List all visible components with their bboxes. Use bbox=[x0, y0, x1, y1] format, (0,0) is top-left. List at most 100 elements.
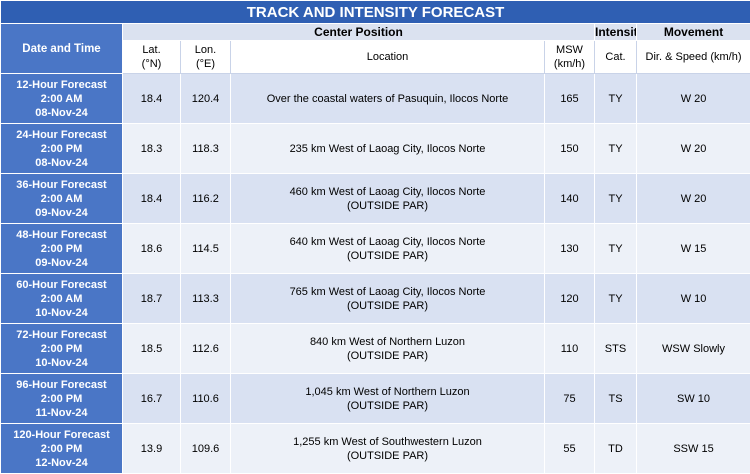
cat-cell: TS bbox=[595, 374, 637, 424]
table-row: 72-Hour Forecast 2:00 PM 10-Nov-24 18.5 … bbox=[1, 324, 750, 374]
forecast-date: 10-Nov-24 bbox=[1, 306, 122, 320]
lon-cell: 116.2 bbox=[181, 174, 231, 224]
forecast-period: 24-Hour Forecast bbox=[1, 128, 122, 142]
msw-header-line2: (km/h) bbox=[545, 57, 594, 71]
location-text: 640 km West of Laoag City, Ilocos Norte bbox=[231, 235, 544, 249]
movement-cell: WSW Slowly bbox=[637, 324, 750, 374]
forecast-date: 08-Nov-24 bbox=[1, 156, 122, 170]
forecast-period: 36-Hour Forecast bbox=[1, 178, 122, 192]
msw-cell: 120 bbox=[545, 274, 595, 324]
location-text: 460 km West of Laoag City, Ilocos Norte bbox=[231, 185, 544, 199]
forecast-date: 11-Nov-24 bbox=[1, 406, 122, 420]
movement-cell: SW 10 bbox=[637, 374, 750, 424]
forecast-datetime-cell: 120-Hour Forecast 2:00 PM 12-Nov-24 bbox=[1, 424, 123, 474]
lat-cell: 18.5 bbox=[123, 324, 181, 374]
location-text: 1,045 km West of Northern Luzon bbox=[231, 385, 544, 399]
location-note: (OUTSIDE PAR) bbox=[231, 249, 544, 263]
forecast-period: 96-Hour Forecast bbox=[1, 378, 122, 392]
forecast-datetime-cell: 36-Hour Forecast 2:00 AM 09-Nov-24 bbox=[1, 174, 123, 224]
lat-cell: 18.4 bbox=[123, 174, 181, 224]
location-text: 1,255 km West of Southwestern Luzon bbox=[231, 435, 544, 449]
movement-cell: W 15 bbox=[637, 224, 750, 274]
forecast-datetime-cell: 96-Hour Forecast 2:00 PM 11-Nov-24 bbox=[1, 374, 123, 424]
location-cell: Over the coastal waters of Pasuquin, Ilo… bbox=[231, 74, 545, 124]
date-time-header: Date and Time bbox=[1, 24, 123, 74]
forecast-time: 2:00 PM bbox=[1, 392, 122, 406]
forecast-datetime-cell: 48-Hour Forecast 2:00 PM 09-Nov-24 bbox=[1, 224, 123, 274]
msw-cell: 150 bbox=[545, 124, 595, 174]
forecast-datetime-cell: 72-Hour Forecast 2:00 PM 10-Nov-24 bbox=[1, 324, 123, 374]
forecast-period: 120-Hour Forecast bbox=[1, 428, 122, 442]
lat-header-line1: Lat. bbox=[123, 43, 180, 57]
msw-header: MSW (km/h) bbox=[545, 41, 595, 74]
forecast-period: 60-Hour Forecast bbox=[1, 278, 122, 292]
lon-cell: 114.5 bbox=[181, 224, 231, 274]
lon-cell: 109.6 bbox=[181, 424, 231, 474]
forecast-datetime-cell: 60-Hour Forecast 2:00 AM 10-Nov-24 bbox=[1, 274, 123, 324]
location-cell: 235 km West of Laoag City, Ilocos Norte bbox=[231, 124, 545, 174]
cat-cell: TY bbox=[595, 124, 637, 174]
forecast-date: 09-Nov-24 bbox=[1, 206, 122, 220]
lat-cell: 16.7 bbox=[123, 374, 181, 424]
table-title: TRACK AND INTENSITY FORECAST bbox=[1, 1, 750, 24]
movement-cell: SSW 15 bbox=[637, 424, 750, 474]
forecast-date: 08-Nov-24 bbox=[1, 106, 122, 120]
movement-header: Movement bbox=[637, 24, 750, 41]
location-cell: 1,045 km West of Northern Luzon (OUTSIDE… bbox=[231, 374, 545, 424]
lat-cell: 13.9 bbox=[123, 424, 181, 474]
forecast-datetime-cell: 12-Hour Forecast 2:00 AM 08-Nov-24 bbox=[1, 74, 123, 124]
location-cell: 765 km West of Laoag City, Ilocos Norte … bbox=[231, 274, 545, 324]
location-cell: 460 km West of Laoag City, Ilocos Norte … bbox=[231, 174, 545, 224]
location-cell: 840 km West of Northern Luzon (OUTSIDE P… bbox=[231, 324, 545, 374]
forecast-time: 2:00 PM bbox=[1, 142, 122, 156]
cat-cell: TY bbox=[595, 224, 637, 274]
lon-cell: 113.3 bbox=[181, 274, 231, 324]
lon-header: Lon. (°E) bbox=[181, 41, 231, 74]
cat-header: Cat. bbox=[595, 41, 637, 74]
movement-cell: W 20 bbox=[637, 174, 750, 224]
table-row: 48-Hour Forecast 2:00 PM 09-Nov-24 18.6 … bbox=[1, 224, 750, 274]
table-row: 96-Hour Forecast 2:00 PM 11-Nov-24 16.7 … bbox=[1, 374, 750, 424]
cat-cell: TD bbox=[595, 424, 637, 474]
location-text: 840 km West of Northern Luzon bbox=[231, 335, 544, 349]
lat-cell: 18.6 bbox=[123, 224, 181, 274]
lon-header-line1: Lon. bbox=[181, 43, 230, 57]
forecast-period: 72-Hour Forecast bbox=[1, 328, 122, 342]
forecast-date: 10-Nov-24 bbox=[1, 356, 122, 370]
table-row: 24-Hour Forecast 2:00 PM 08-Nov-24 18.3 … bbox=[1, 124, 750, 174]
forecast-time: 2:00 PM bbox=[1, 342, 122, 356]
forecast-time: 2:00 AM bbox=[1, 92, 122, 106]
table-row: 36-Hour Forecast 2:00 AM 09-Nov-24 18.4 … bbox=[1, 174, 750, 224]
table-row: 12-Hour Forecast 2:00 AM 08-Nov-24 18.4 … bbox=[1, 74, 750, 124]
msw-cell: 130 bbox=[545, 224, 595, 274]
cat-cell: TY bbox=[595, 274, 637, 324]
location-note: (OUTSIDE PAR) bbox=[231, 349, 544, 363]
cat-cell: STS bbox=[595, 324, 637, 374]
forecast-datetime-cell: 24-Hour Forecast 2:00 PM 08-Nov-24 bbox=[1, 124, 123, 174]
forecast-period: 12-Hour Forecast bbox=[1, 78, 122, 92]
forecast-time: 2:00 AM bbox=[1, 192, 122, 206]
lat-cell: 18.4 bbox=[123, 74, 181, 124]
intensity-header: Intensity bbox=[595, 24, 637, 41]
lon-cell: 118.3 bbox=[181, 124, 231, 174]
lat-header: Lat. (°N) bbox=[123, 41, 181, 74]
lon-header-line2: (°E) bbox=[181, 57, 230, 71]
location-note: (OUTSIDE PAR) bbox=[231, 449, 544, 463]
msw-cell: 140 bbox=[545, 174, 595, 224]
location-note: (OUTSIDE PAR) bbox=[231, 399, 544, 413]
lon-cell: 110.6 bbox=[181, 374, 231, 424]
lon-cell: 120.4 bbox=[181, 74, 231, 124]
table-row: 120-Hour Forecast 2:00 PM 12-Nov-24 13.9… bbox=[1, 424, 750, 474]
forecast-date: 12-Nov-24 bbox=[1, 456, 122, 470]
location-header: Location bbox=[231, 41, 545, 74]
forecast-time: 2:00 AM bbox=[1, 292, 122, 306]
cat-cell: TY bbox=[595, 74, 637, 124]
msw-header-line1: MSW bbox=[545, 43, 594, 57]
forecast-rows: 12-Hour Forecast 2:00 AM 08-Nov-24 18.4 … bbox=[1, 74, 750, 474]
location-cell: 640 km West of Laoag City, Ilocos Norte … bbox=[231, 224, 545, 274]
lat-cell: 18.3 bbox=[123, 124, 181, 174]
lat-cell: 18.7 bbox=[123, 274, 181, 324]
movement-cell: W 20 bbox=[637, 124, 750, 174]
msw-cell: 165 bbox=[545, 74, 595, 124]
